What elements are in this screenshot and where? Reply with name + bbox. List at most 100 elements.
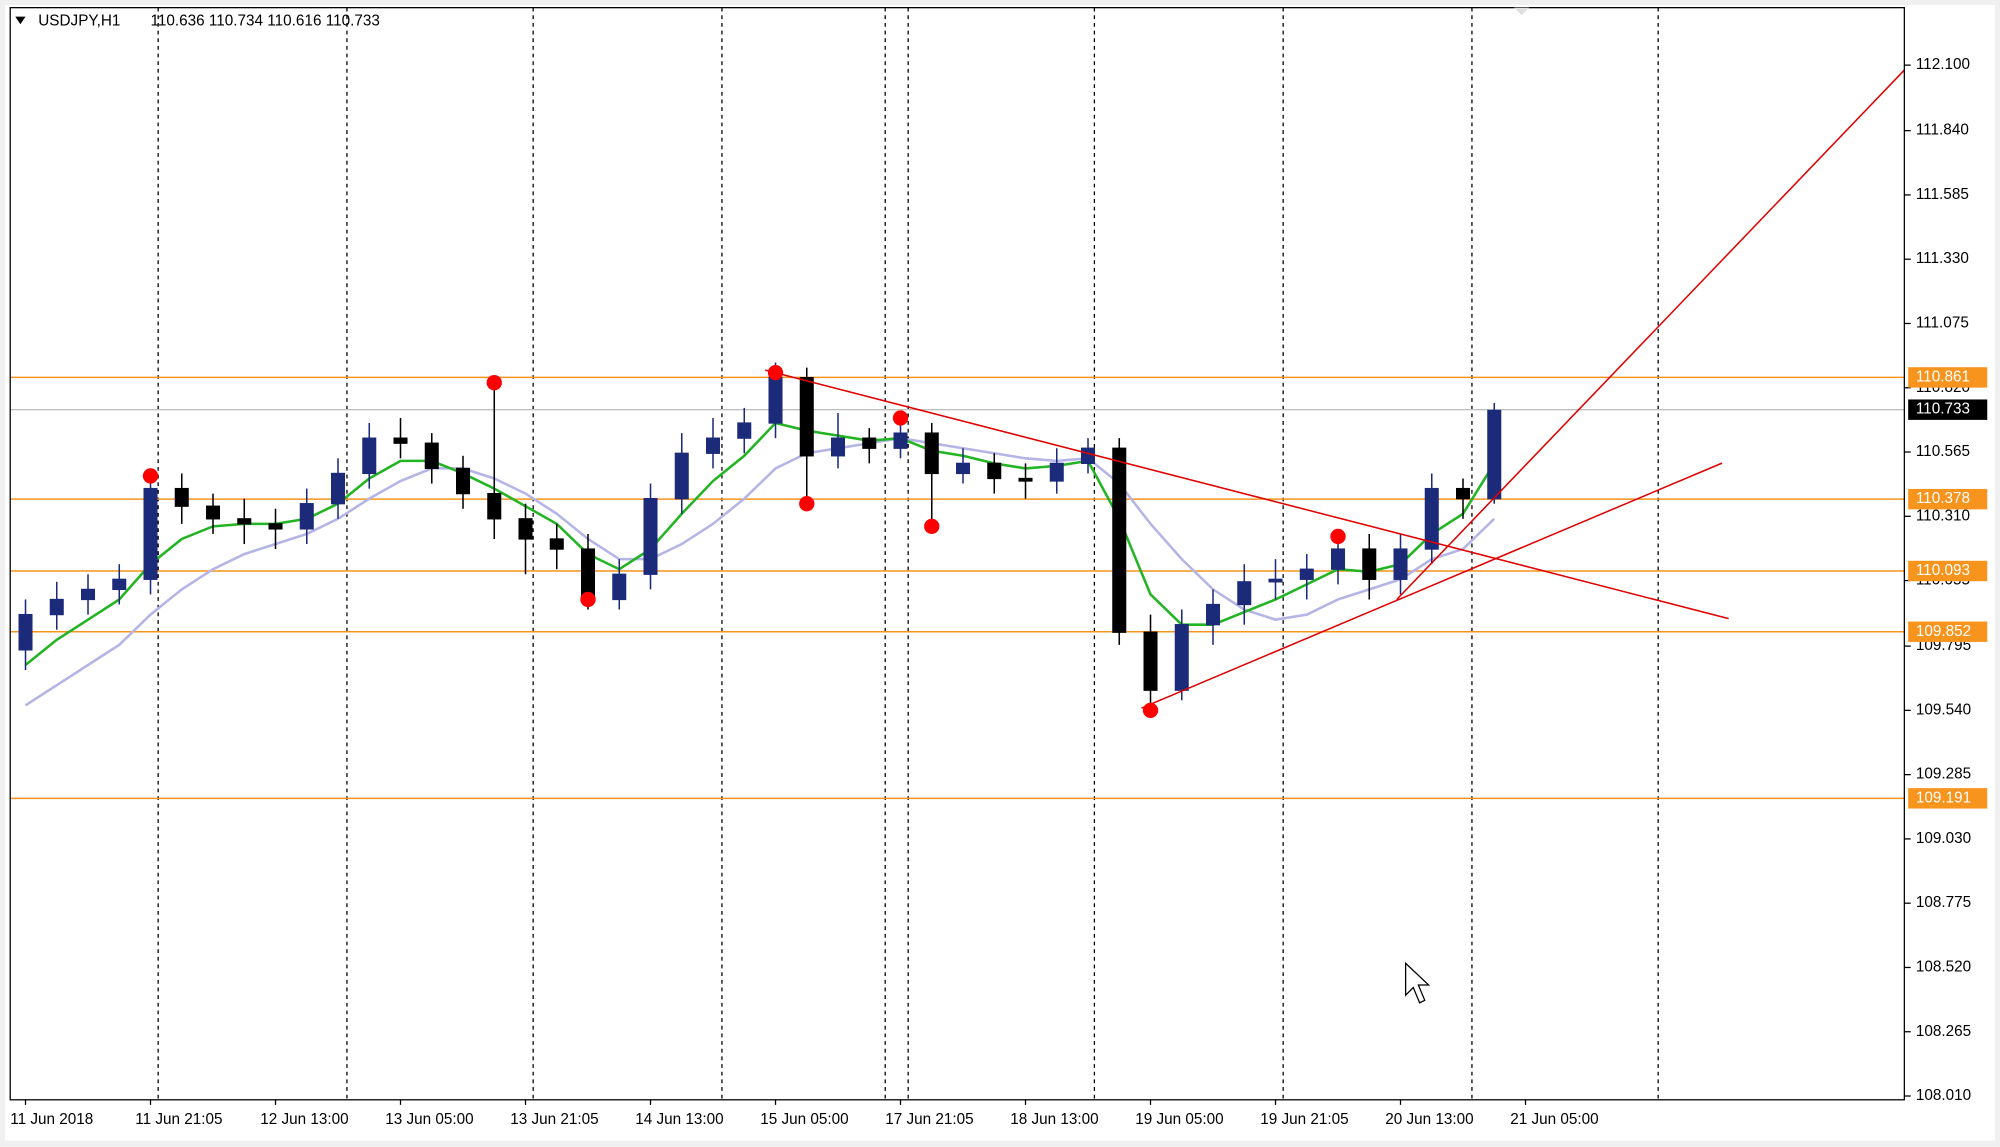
chart-background	[5, 5, 1995, 1141]
candle-body	[205, 505, 221, 520]
y-tick-label: 109.285	[1916, 766, 1971, 783]
candle-body	[1237, 581, 1252, 606]
y-tick-label: 110.565	[1916, 443, 1970, 460]
y-tick-label: 110.310	[1916, 507, 1970, 524]
candle-body	[1205, 603, 1221, 626]
trendline	[765, 369, 1729, 620]
x-tick-label: 18 Jun 13:00	[1010, 1111, 1098, 1128]
level-label-box	[1908, 788, 1988, 809]
x-tick-label: 20 Jun 13:00	[1385, 1111, 1473, 1128]
x-tick-label: 14 Jun 13:00	[635, 1111, 723, 1128]
level-label-box	[1908, 621, 1988, 642]
y-tick-label: 108.520	[1916, 959, 1971, 976]
fractal-marker	[1142, 702, 1159, 719]
x-tick-label: 19 Jun 21:05	[1260, 1111, 1348, 1128]
y-tick-label: 111.075	[1916, 315, 1969, 332]
candle-body	[518, 518, 533, 540]
candle-body	[1049, 462, 1064, 482]
level-label: 109.191	[1916, 789, 1971, 806]
candle-body	[643, 498, 658, 575]
fractal-marker	[142, 468, 159, 484]
mouse-cursor	[1404, 961, 1431, 1004]
period-separators	[157, 7, 1659, 1100]
candle-body	[1299, 568, 1314, 580]
candle-body	[799, 377, 814, 457]
candle-body	[49, 598, 64, 616]
candle-body	[862, 437, 877, 449]
level-label-box	[1908, 560, 1988, 582]
candle-body	[612, 573, 627, 601]
plot	[10, 69, 1905, 800]
candle-body	[924, 432, 939, 475]
y-tick-label: 108.265	[1916, 1023, 1971, 1040]
candle-body	[1330, 548, 1346, 570]
y-tick-label: 111.840	[1916, 122, 1969, 139]
level-label: 110.378	[1916, 490, 1970, 507]
candle-body	[737, 422, 752, 439]
candle-body	[455, 467, 471, 495]
x-tick-label: 17 Jun 21:05	[885, 1111, 973, 1128]
fractal-marker	[486, 375, 502, 391]
candle-body	[955, 462, 971, 475]
candle-body	[112, 578, 127, 591]
candle-body	[143, 487, 158, 580]
candle-body	[705, 437, 721, 454]
candle-body	[487, 492, 502, 520]
candle-body	[299, 503, 314, 530]
level-label: 110.861	[1916, 368, 1970, 385]
candle-body	[1362, 548, 1377, 580]
y-tick-label: 111.330	[1916, 250, 1969, 267]
candle-body	[987, 462, 1002, 480]
level-label-box	[1908, 367, 1988, 388]
candle-body	[393, 437, 408, 444]
candle-body	[1393, 548, 1408, 580]
x-tick-label: 19 Jun 05:00	[1135, 1111, 1223, 1128]
y-tick-label: 108.775	[1916, 894, 1971, 911]
candle-body	[330, 472, 346, 505]
candle-body	[674, 452, 689, 500]
chart-subtitle: 110.636 110.734 110.616 110.733	[151, 13, 380, 30]
x-tick-label: 11 Jun 2018	[10, 1111, 93, 1128]
x-tick-label: 13 Jun 05:00	[385, 1111, 473, 1128]
chart-title: USDJPY,H1	[38, 13, 120, 30]
y-tick-label: 109.540	[1916, 701, 1971, 718]
candle-body	[237, 518, 252, 525]
y-tick-label: 112.100	[1916, 56, 1970, 73]
y-tick-label: 108.010	[1916, 1087, 1971, 1104]
candle-body	[549, 538, 564, 550]
fractal-marker	[799, 496, 815, 512]
candle-body	[1455, 487, 1471, 500]
level-label: 110.093	[1916, 562, 1970, 579]
candle-body	[1018, 477, 1033, 482]
candle-body	[1268, 578, 1283, 583]
symbol-dropdown-icon[interactable]	[15, 16, 26, 25]
fractal-marker	[1330, 528, 1346, 545]
level-label-box	[1908, 488, 1988, 510]
candle-body	[1143, 631, 1158, 691]
candle-body	[362, 437, 377, 475]
x-tick-label: 21 Jun 05:00	[1510, 1111, 1598, 1128]
candle-body	[1424, 487, 1439, 550]
fractal-marker	[767, 364, 784, 381]
y-tick-label: 109.030	[1916, 830, 1971, 847]
plot-border	[9, 7, 1905, 1101]
candle-body	[768, 377, 783, 424]
shift-marker	[1514, 7, 1530, 16]
current-price-label: 110.733	[1916, 401, 1970, 418]
x-tick-label: 12 Jun 13:00	[260, 1111, 348, 1128]
y-tick-label: 111.585	[1916, 186, 1969, 203]
candle-body	[174, 487, 189, 507]
level-label: 109.852	[1916, 623, 1971, 640]
candle-body	[424, 442, 439, 470]
candle-body	[1174, 624, 1189, 691]
x-tick-label: 11 Jun 21:05	[135, 1111, 222, 1128]
candle-body	[893, 432, 908, 449]
candle-body	[1080, 447, 1096, 465]
x-tick-label: 15 Jun 05:00	[760, 1111, 848, 1128]
candle-body	[1487, 409, 1502, 500]
fractal-marker	[892, 410, 909, 426]
trendline	[1396, 69, 1905, 601]
current-price-box	[1908, 399, 1988, 420]
